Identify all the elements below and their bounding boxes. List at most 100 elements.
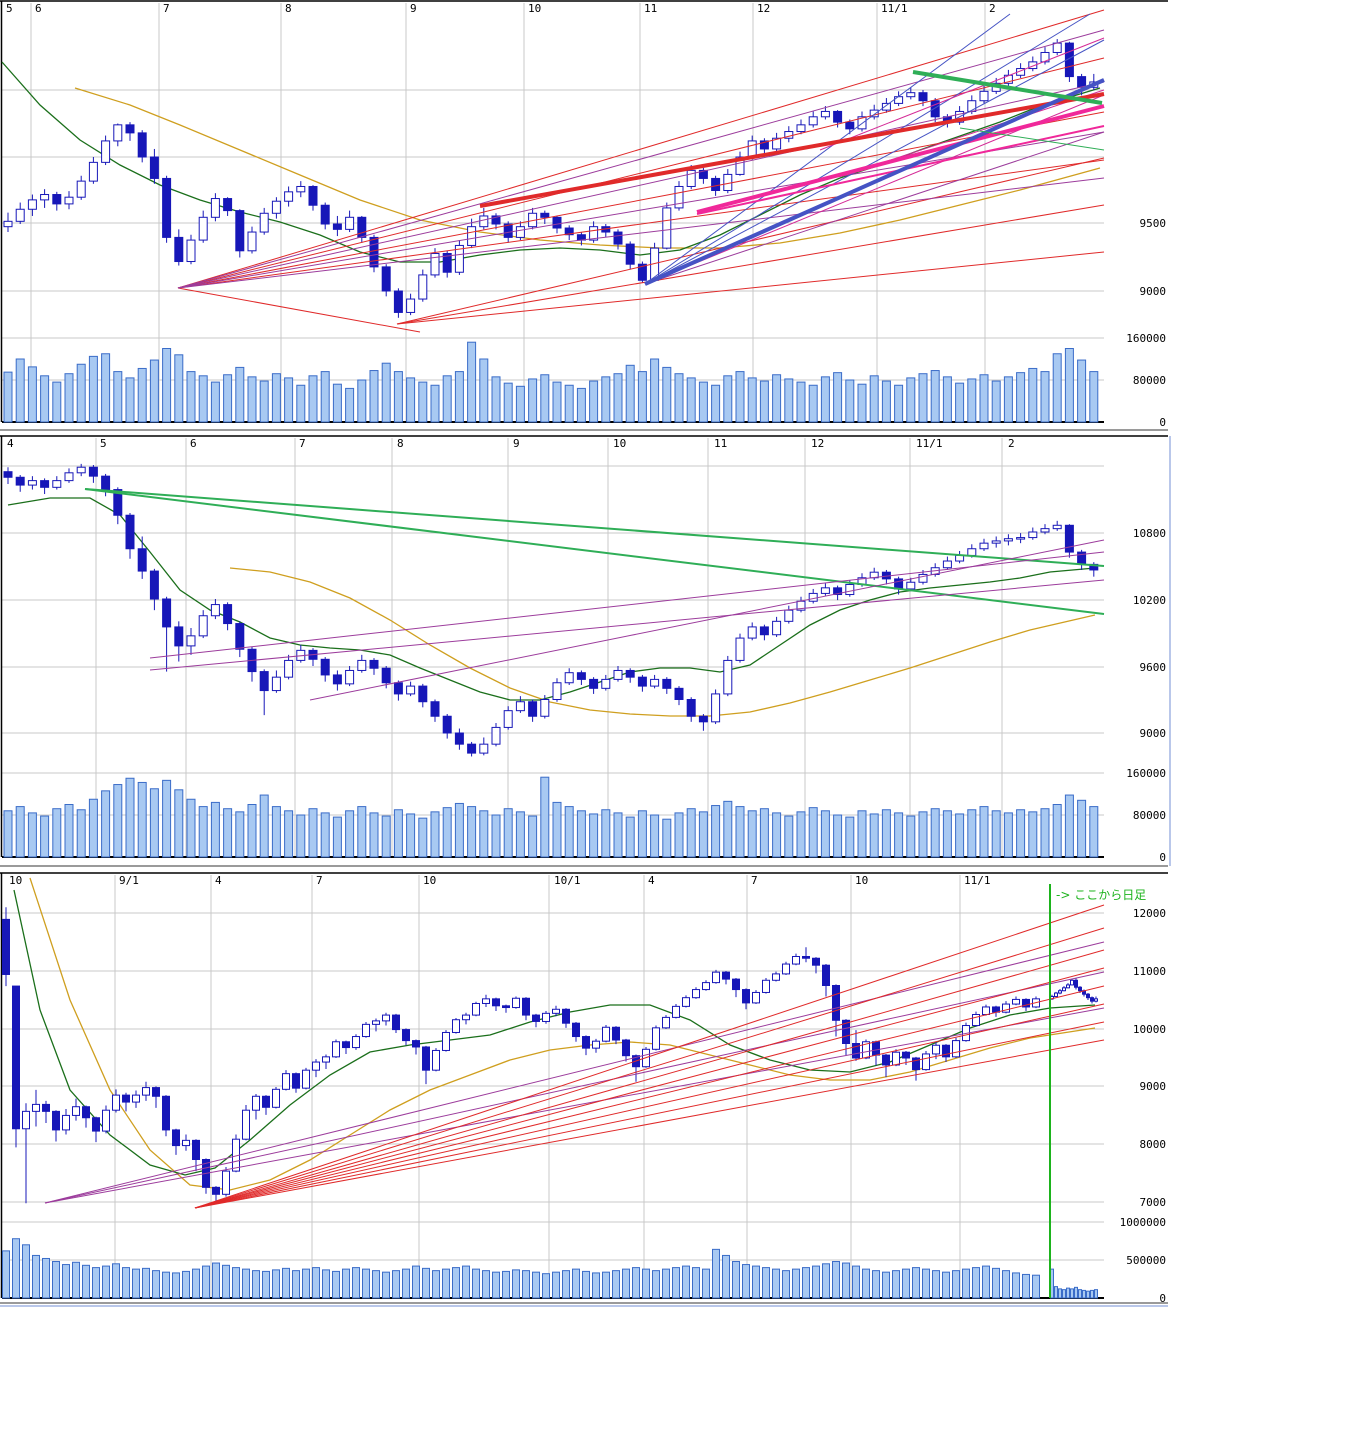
candle-body	[772, 137, 782, 150]
volume-bar	[564, 806, 574, 858]
candle-body	[393, 682, 403, 695]
volume-bar	[491, 376, 501, 423]
candle-body	[589, 678, 599, 689]
volume-bar	[711, 805, 721, 858]
volume-bar	[235, 811, 245, 858]
candle-body	[845, 121, 855, 130]
volume-bar	[296, 814, 306, 858]
y-axis-label: 10200	[1133, 594, 1166, 607]
candle-body	[1012, 998, 1020, 1005]
volume-bar	[601, 809, 611, 858]
volume-bar	[842, 1262, 850, 1299]
volume-bar	[852, 1265, 860, 1299]
volume-bar	[1074, 1286, 1078, 1299]
candle-body	[1028, 61, 1038, 70]
x-axis-label: 12	[757, 2, 770, 15]
trendline-green	[84, 488, 1105, 615]
candle-body	[76, 466, 86, 474]
candle-body	[686, 698, 696, 717]
trendline-blue	[644, 13, 1091, 285]
volume-bar	[52, 808, 62, 858]
candle-body	[918, 573, 928, 583]
candle-body	[1028, 531, 1038, 539]
candle-body	[1054, 992, 1058, 998]
volume-bar	[692, 1267, 700, 1299]
candle-body	[652, 1027, 660, 1050]
volume-bar	[982, 1265, 990, 1299]
candle-body	[674, 687, 684, 700]
trendline-red	[194, 967, 1105, 1209]
volume-bar	[202, 1265, 210, 1299]
volume-bar	[502, 1270, 510, 1299]
candle-body	[174, 236, 184, 263]
volume-bar	[1077, 359, 1087, 423]
volume-bar	[3, 810, 13, 858]
volume-bar	[82, 1264, 90, 1299]
y-axis-label: 500000	[1126, 1254, 1166, 1267]
x-axis-label: 9	[513, 437, 520, 450]
volume-bar	[27, 366, 37, 423]
volume-bar	[918, 811, 928, 858]
volume-bar	[711, 384, 721, 423]
y-axis-label: 11000	[1133, 965, 1166, 978]
candle-body	[637, 676, 647, 687]
candle-body	[149, 156, 159, 179]
volume-bar	[259, 380, 269, 423]
volume-bar	[906, 377, 916, 423]
candle-body	[1077, 76, 1087, 88]
volume-bar	[137, 781, 147, 858]
volume-bar	[345, 387, 355, 423]
volume-bar	[1090, 1289, 1094, 1299]
candle-body	[602, 1026, 610, 1042]
volume-bar	[576, 810, 586, 858]
candle-body	[392, 1014, 400, 1031]
volume-bar	[918, 373, 928, 423]
candle-body	[881, 102, 891, 111]
volume-bar	[1078, 1289, 1082, 1299]
candle-body	[292, 1073, 300, 1089]
candle-body	[572, 1022, 580, 1038]
candle-body	[942, 1044, 950, 1058]
volume-bar	[622, 1268, 630, 1299]
volume-bar	[662, 818, 672, 858]
candle-body	[40, 480, 50, 488]
trendline-red	[479, 92, 1105, 208]
candle-body	[672, 1005, 680, 1018]
volume-bar	[723, 375, 733, 423]
volume-bar	[572, 1268, 580, 1299]
candle-body	[930, 100, 940, 118]
volume-bar	[271, 373, 281, 423]
candle-body	[406, 685, 416, 695]
trendline-magenta	[859, 89, 1105, 171]
candle-body	[369, 236, 379, 268]
trendline-red	[177, 111, 1105, 289]
volume-bar	[589, 813, 599, 858]
volume-bar	[312, 1267, 320, 1299]
volume-bar	[991, 810, 1001, 858]
candle-body	[882, 1054, 890, 1066]
volume-bar	[812, 1265, 820, 1299]
volume-bar	[452, 1267, 460, 1299]
volume-bar	[132, 1268, 140, 1299]
volume-bar	[602, 1271, 610, 1299]
trendline-red	[194, 1039, 1105, 1209]
candle-body	[722, 971, 730, 980]
volume-bar	[223, 374, 233, 423]
volume-bar	[362, 1268, 370, 1299]
candle-body	[582, 1036, 590, 1049]
volume-bar	[393, 809, 403, 858]
volume-bar	[942, 376, 952, 423]
candle-body	[235, 210, 245, 252]
volume-bar	[308, 375, 318, 423]
candle-body	[918, 92, 928, 102]
candle-body	[922, 1053, 930, 1071]
candle-body	[1022, 998, 1030, 1008]
volume-bar	[102, 1265, 110, 1299]
volume-bar	[650, 358, 660, 423]
candle-body	[222, 1170, 230, 1195]
volume-bar	[1052, 353, 1062, 423]
candle-body	[682, 997, 690, 1007]
volume-bar	[113, 371, 123, 423]
